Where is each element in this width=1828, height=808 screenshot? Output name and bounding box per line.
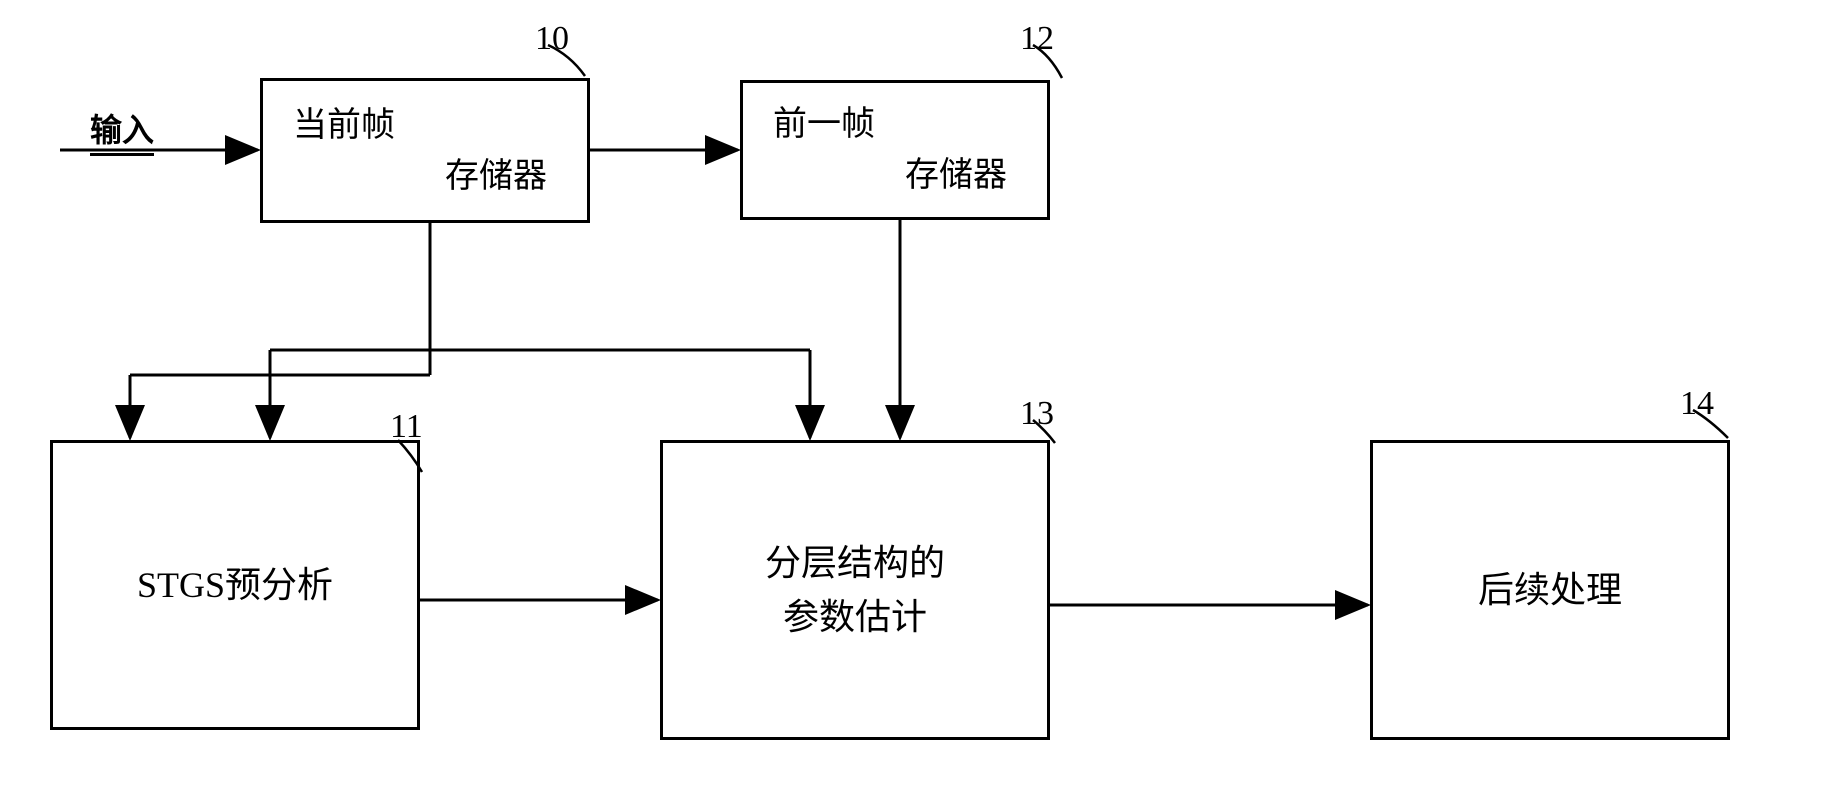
node-12-line2: 存储器 xyxy=(905,150,1047,201)
node-14-id: 14 xyxy=(1680,385,1714,423)
node-12-id: 12 xyxy=(1020,20,1054,58)
node-previous-frame-memory: 前一帧 存储器 xyxy=(740,80,1050,220)
node-hierarchical-param-estimation: 分层结构的 参数估计 xyxy=(660,440,1050,740)
node-10-line1: 当前帧 xyxy=(263,100,395,151)
node-11-id: 11 xyxy=(390,408,423,446)
node-10-line2: 存储器 xyxy=(445,151,587,202)
node-12-line1: 前一帧 xyxy=(743,99,875,150)
node-stgs-preanalysis: STGS预分析 xyxy=(50,440,420,730)
node-13-id: 13 xyxy=(1020,395,1054,433)
node-13-line1: 分层结构的 xyxy=(765,536,945,590)
node-post-processing: 后续处理 xyxy=(1370,440,1730,740)
node-14-line1: 后续处理 xyxy=(1478,563,1622,617)
node-10-id: 10 xyxy=(535,20,569,58)
node-13-line2: 参数估计 xyxy=(783,590,927,644)
node-current-frame-memory: 当前帧 存储器 xyxy=(260,78,590,223)
input-label: 输入 xyxy=(90,105,154,156)
node-11-line1: STGS预分析 xyxy=(137,558,333,612)
